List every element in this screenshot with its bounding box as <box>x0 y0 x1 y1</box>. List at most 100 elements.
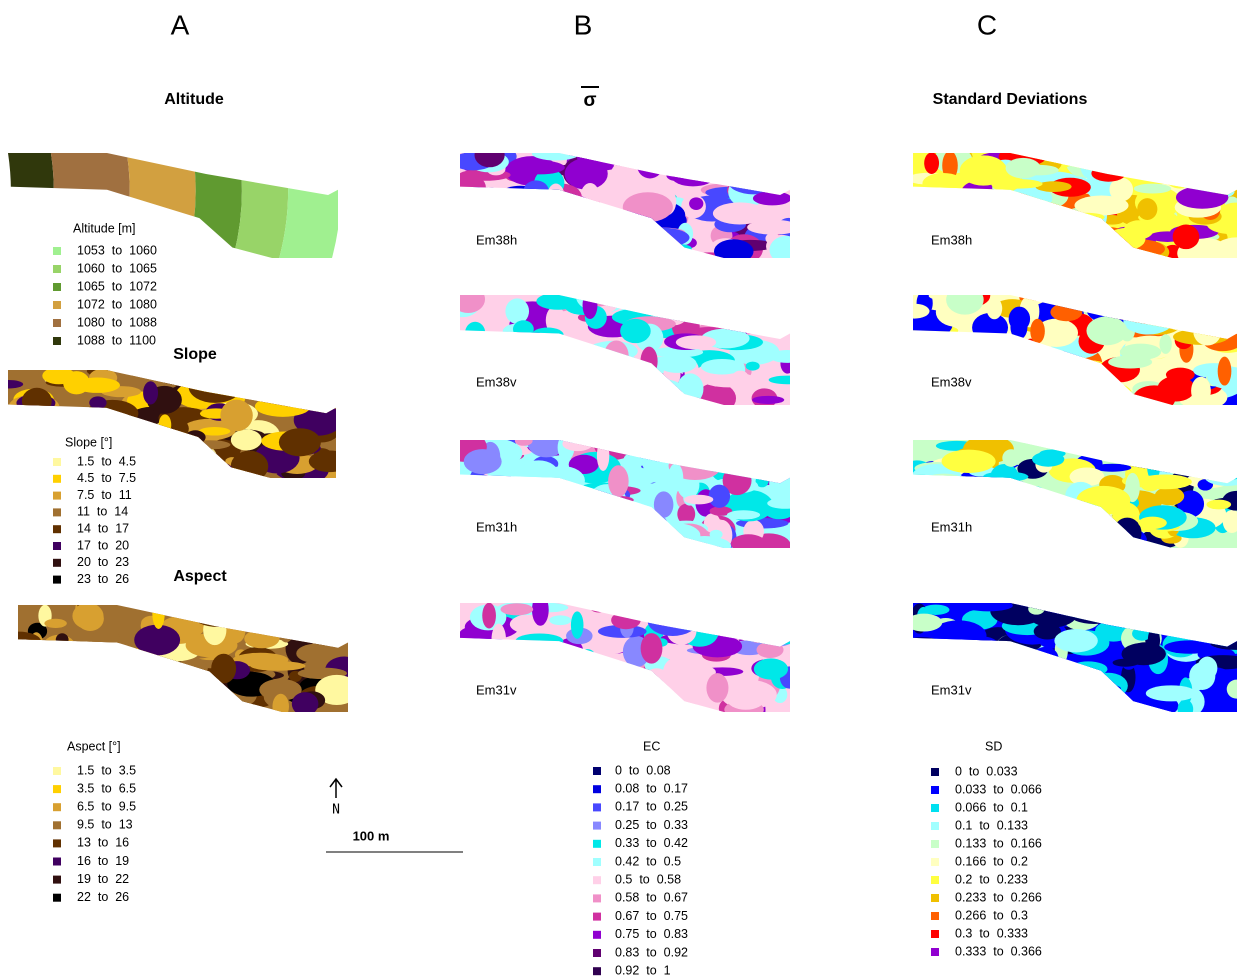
map-zone <box>918 348 956 368</box>
map-zone <box>460 186 503 202</box>
map-zone <box>650 399 667 411</box>
map-zone <box>986 690 1030 705</box>
map-zone <box>146 668 185 686</box>
map-zone <box>1101 433 1133 448</box>
map-zone <box>279 428 321 456</box>
map-zone <box>604 496 634 504</box>
map-zone <box>457 661 471 691</box>
map-zone <box>968 663 994 691</box>
map-zone <box>642 514 667 533</box>
map-zone <box>1201 442 1233 463</box>
map-zone <box>1046 508 1090 516</box>
map-zone <box>473 531 494 559</box>
map-zone <box>134 625 180 656</box>
map-zone <box>1058 387 1104 408</box>
map-zone <box>221 607 253 617</box>
map-zone <box>916 331 938 345</box>
map-label: Em38h <box>931 232 972 247</box>
map-zone <box>457 207 487 227</box>
map-zone <box>50 664 90 672</box>
map-zone <box>459 640 472 654</box>
map-zone <box>154 659 166 676</box>
map-zone <box>946 285 984 315</box>
map-zone <box>1046 676 1063 687</box>
map-zone <box>769 236 802 264</box>
map-zone <box>495 341 525 372</box>
map-zone <box>1047 692 1085 710</box>
map-zone <box>441 658 486 672</box>
map-zone <box>42 367 75 384</box>
legend-swatch <box>53 337 61 345</box>
map-zone <box>597 440 609 471</box>
map-zone <box>562 436 592 451</box>
map-zone <box>570 360 618 375</box>
map-zone <box>1120 157 1161 172</box>
map-zone <box>521 521 566 542</box>
map-zone <box>1030 319 1045 344</box>
legend-label: 1072 to 1080 <box>77 297 157 311</box>
map-zone <box>1171 153 1206 168</box>
map-zone <box>1033 384 1074 408</box>
map-zone <box>972 378 1025 390</box>
map-zone <box>292 373 313 404</box>
map-zone <box>1117 296 1173 322</box>
map-zone <box>981 372 1024 383</box>
map-zone <box>189 371 242 403</box>
map-zone <box>1200 156 1239 167</box>
legend-swatch <box>53 525 61 533</box>
map-zone <box>209 603 237 622</box>
column-title: σ <box>584 90 597 111</box>
map-zone <box>648 605 698 636</box>
map-zone <box>533 211 552 237</box>
map-zone <box>300 605 322 632</box>
map-zone <box>65 643 120 665</box>
legend-label: 0.266 to 0.3 <box>955 908 1028 922</box>
map-zone <box>1051 512 1100 520</box>
map-zone <box>500 391 556 399</box>
map-zone <box>637 363 656 372</box>
map-zone <box>83 658 107 689</box>
legend-label: 0.3 to 0.333 <box>955 926 1028 940</box>
map-zone <box>950 489 979 505</box>
legend-swatch <box>53 821 61 829</box>
map-zone <box>645 442 684 450</box>
map-zone <box>737 142 784 168</box>
map-zone <box>1022 497 1048 510</box>
map-zone <box>22 388 52 414</box>
map-zone <box>1013 224 1040 232</box>
map-zone <box>1176 298 1194 329</box>
map-zone <box>541 650 583 671</box>
map-zone <box>1013 527 1054 549</box>
map-zone <box>515 436 533 446</box>
map-zone <box>469 335 506 363</box>
map-zone <box>143 381 158 404</box>
map-zone <box>92 629 120 651</box>
map-zone <box>705 298 726 316</box>
map-zone <box>515 633 563 648</box>
map-zone <box>616 223 662 233</box>
map-zone <box>1078 387 1106 411</box>
map-zone <box>600 388 633 405</box>
map-zone <box>1015 676 1037 701</box>
map-zone <box>536 212 577 221</box>
map-zone <box>564 656 592 667</box>
legend-label: 0.83 to 0.92 <box>615 945 688 959</box>
map-zone <box>998 488 1011 519</box>
map-zone <box>1159 334 1171 354</box>
map-zone <box>209 463 235 489</box>
map-zone <box>1076 223 1113 242</box>
map <box>0 357 356 492</box>
map-zone <box>29 654 46 667</box>
legend-label: 20 to 23 <box>77 555 129 569</box>
map-zone <box>908 188 933 196</box>
map-zone <box>256 368 291 398</box>
map-zone <box>258 616 312 635</box>
legend-swatch <box>593 785 601 793</box>
map-zone <box>229 701 243 712</box>
map-zone <box>1007 508 1051 518</box>
legend-swatch <box>53 492 61 500</box>
map-zone <box>538 665 586 697</box>
map-zone <box>992 690 1044 711</box>
map-zone <box>284 366 308 387</box>
map-zone <box>1070 686 1111 700</box>
